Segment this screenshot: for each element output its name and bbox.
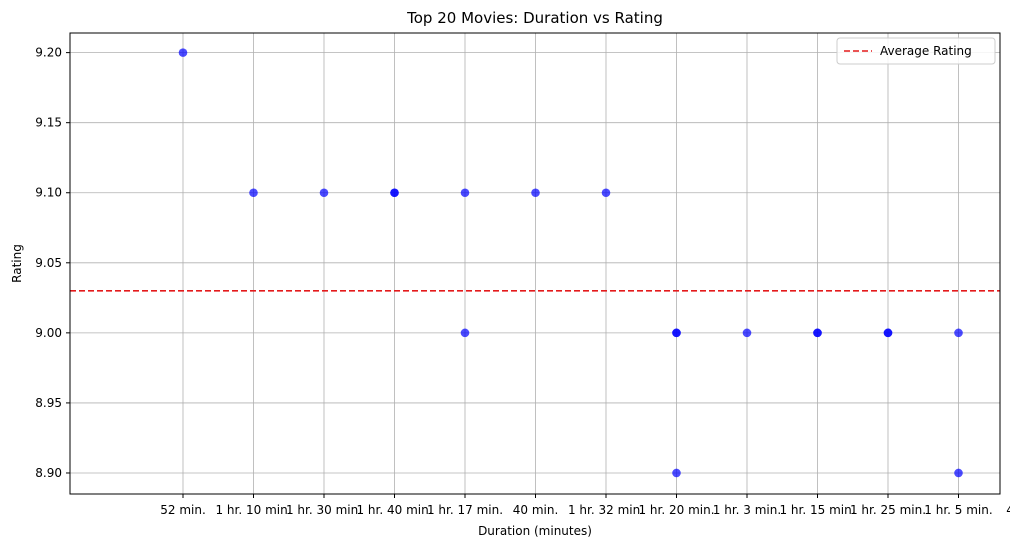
y-tick-label: 8.95 <box>35 396 62 410</box>
x-tick-label: 1 hr. 30 min. <box>286 503 362 517</box>
y-tick-label: 9.15 <box>35 116 62 130</box>
x-tick-label: 1 hr. 25 min. <box>850 503 926 517</box>
x-tick-label: 1 hr. 20 min. <box>638 503 714 517</box>
x-tick-label: 1 hr. 15 min. <box>779 503 855 517</box>
x-axis-label: Duration (minutes) <box>478 524 592 538</box>
data-point <box>178 48 188 57</box>
data-point <box>390 188 399 198</box>
grid-lines <box>70 33 1000 494</box>
x-tick-label: 1 hr. 3 min. <box>713 503 781 517</box>
y-axis-label: Rating <box>10 244 24 283</box>
data-point <box>249 188 258 198</box>
x-tick-label: 45 min. <box>1006 503 1010 517</box>
data-point <box>883 328 893 338</box>
y-tick-label: 8.90 <box>35 466 62 480</box>
x-tick-label: 1 hr. 32 min. <box>568 503 644 517</box>
y-tick-label: 9.00 <box>35 326 62 340</box>
legend: Average Rating <box>836 37 996 65</box>
legend-box <box>836 37 996 65</box>
data-point <box>460 328 470 338</box>
x-tick-label: 40 min. <box>513 503 559 517</box>
x-tick-label: 1 hr. 10 min. <box>215 503 291 517</box>
chart-title: Top 20 Movies: Duration vs Rating <box>406 9 663 27</box>
y-tick-label: 9.20 <box>35 46 62 60</box>
x-tick-label: 1 hr. 40 min. <box>356 503 432 517</box>
data-point <box>672 468 681 478</box>
y-axis-ticks: 9.20 9.15 9.10 9.05 9.00 8.95 8.90 <box>35 46 70 480</box>
data-point <box>813 328 822 338</box>
data-points <box>178 48 963 478</box>
data-point <box>954 468 963 478</box>
y-tick-label: 9.05 <box>35 256 62 270</box>
x-axis-ticks: 52 min. 1 hr. 10 min.1 hr. 30 min.1 hr. 4… <box>160 494 1010 517</box>
data-point <box>460 188 470 198</box>
data-point <box>742 328 752 338</box>
data-point <box>954 328 963 338</box>
x-tick-label: 1 hr. 5 min. <box>924 503 992 517</box>
x-tick-label: 1 hr. 17 min. <box>427 503 503 517</box>
data-point <box>531 188 540 198</box>
data-point <box>319 188 329 198</box>
plot-frame <box>69 32 1001 495</box>
x-tick-label: 52 min. <box>160 503 206 517</box>
legend-average-rating: Average Rating <box>880 44 972 58</box>
y-tick-label: 9.10 <box>35 186 62 200</box>
data-point <box>672 328 681 338</box>
data-point <box>601 188 611 198</box>
